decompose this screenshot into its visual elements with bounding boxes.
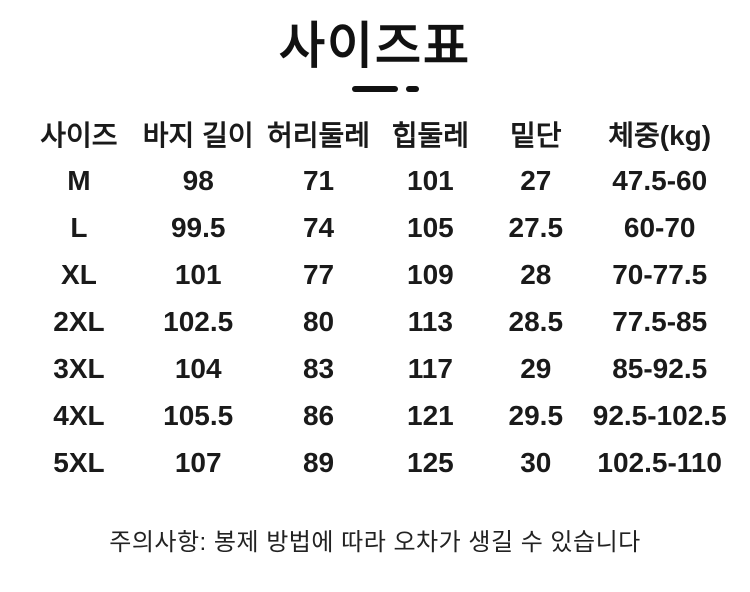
column-header: 바지 길이 xyxy=(142,119,254,151)
table-cell: 80 xyxy=(302,305,335,337)
caution-note: 주의사항: 봉제 방법에 따라 오차가 생길 수 있습니다 xyxy=(109,529,641,556)
column-header: 체중(kg) xyxy=(608,119,712,151)
title-underline xyxy=(10,86,750,92)
underline-long-dash xyxy=(351,86,398,92)
table-cell: 5XL xyxy=(53,446,105,478)
table-cell: 125 xyxy=(407,446,454,478)
table-cell: 27 xyxy=(520,164,552,196)
size-table: 사이즈 바지 길이 허리둘레 힙둘레 밑단 체중(kg) M 98 71 101 27 47.5-6… xyxy=(20,110,730,486)
column-header: 밑단 xyxy=(510,119,562,151)
table-cell: 105 xyxy=(407,211,454,243)
table-cell: 89 xyxy=(302,446,335,478)
table-cell: 83 xyxy=(302,352,335,384)
table-row: L 99.5 74 105 27.5 60-70 xyxy=(20,204,730,251)
table-cell: XL xyxy=(61,258,97,290)
table-cell: 77 xyxy=(302,258,335,290)
table-row: 3XL 104 83 117 29 85-92.5 xyxy=(20,345,730,392)
size-table-body: M 98 71 101 27 47.5-60 L 99.5 74 105 27.5 60-70 XL 10… xyxy=(20,157,730,486)
table-cell: 101 xyxy=(407,164,454,196)
table-cell: 74 xyxy=(302,211,335,243)
table-row: M 98 71 101 27 47.5-60 xyxy=(20,157,730,204)
table-cell: 86 xyxy=(302,399,335,431)
column-header: 힙둘레 xyxy=(391,119,469,151)
table-cell: 29 xyxy=(520,352,552,384)
table-row: 2XL 102.5 80 113 28.5 77.5-85 xyxy=(20,298,730,345)
size-table-header-row: 사이즈 바지 길이 허리둘레 힙둘레 밑단 체중(kg) xyxy=(20,110,730,157)
table-cell: 101 xyxy=(174,258,222,290)
table-cell: 28 xyxy=(520,258,552,290)
table-cell: M xyxy=(67,164,91,196)
table-cell: 105.5 xyxy=(163,399,234,431)
table-cell: 27.5 xyxy=(508,211,564,243)
table-cell: 109 xyxy=(407,258,454,290)
table-row: 4XL 105.5 86 121 29.5 92.5-102.5 xyxy=(20,392,730,439)
table-cell: 102.5 xyxy=(163,305,234,337)
table-cell: 102.5-110 xyxy=(597,446,722,478)
underline-short-dash xyxy=(405,86,419,92)
table-cell: 30 xyxy=(520,446,552,478)
table-cell: 60-70 xyxy=(623,211,696,243)
table-cell: 28.5 xyxy=(508,305,564,337)
table-cell: 117 xyxy=(407,352,453,384)
table-cell: 92.5-102.5 xyxy=(592,399,727,431)
table-row: 5XL 107 89 125 30 102.5-110 xyxy=(20,439,730,486)
column-header: 사이즈 xyxy=(40,119,118,151)
table-cell: 29.5 xyxy=(508,399,564,431)
table-cell: 2XL xyxy=(53,305,105,337)
table-cell: 3XL xyxy=(53,352,105,384)
table-cell: L xyxy=(70,211,88,243)
table-cell: 113 xyxy=(407,305,453,337)
table-cell: 121 xyxy=(407,399,454,431)
table-cell: 104 xyxy=(174,352,222,384)
table-cell: 98 xyxy=(182,164,214,196)
table-cell: 77.5-85 xyxy=(612,305,708,337)
table-row: XL 101 77 109 28 70-77.5 xyxy=(20,251,730,298)
table-cell: 85-92.5 xyxy=(612,352,708,384)
table-cell: 107 xyxy=(174,446,222,478)
table-cell: 70-77.5 xyxy=(612,258,708,290)
table-cell: 99.5 xyxy=(170,211,226,243)
table-cell: 4XL xyxy=(53,399,105,431)
table-cell: 71 xyxy=(302,164,335,196)
page-title: 사이즈표 xyxy=(279,18,471,74)
column-header: 허리둘레 xyxy=(267,119,371,151)
table-cell: 47.5-60 xyxy=(612,164,708,196)
